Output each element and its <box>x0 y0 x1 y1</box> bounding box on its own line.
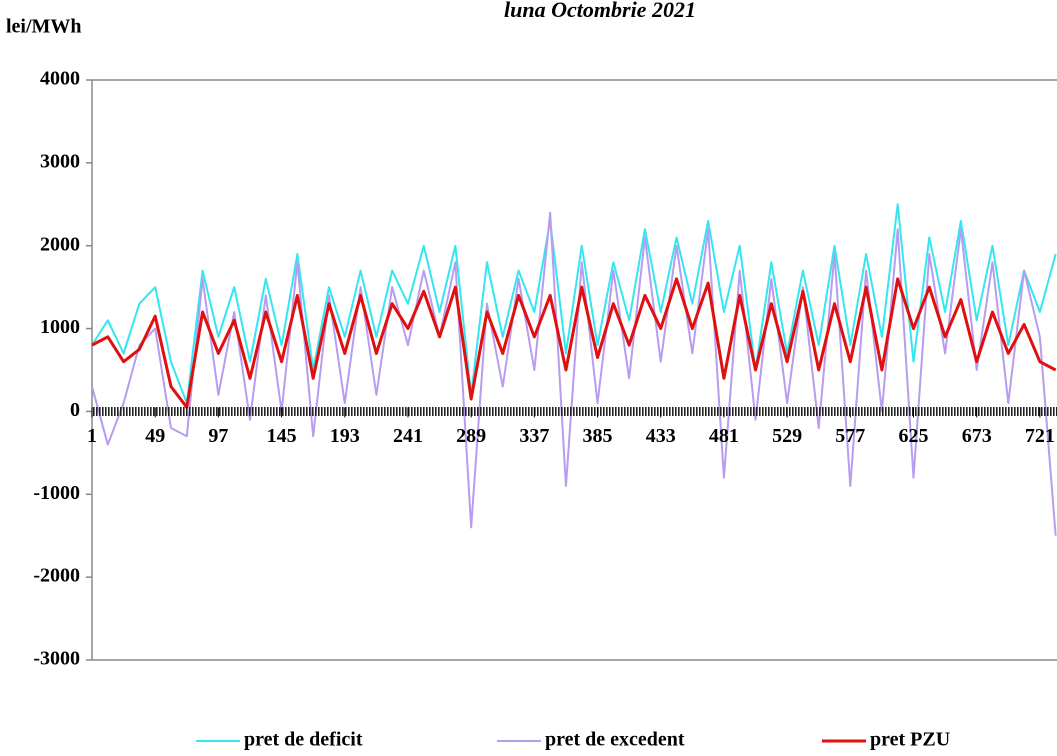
series-line <box>91 277 1057 409</box>
x-tick-label: 193 <box>330 425 360 447</box>
y-tick-label: 1000 <box>40 316 80 338</box>
x-tick-label: 97 <box>208 425 228 447</box>
y-tick-label: 4000 <box>40 68 80 90</box>
x-tick-label: 577 <box>835 425 865 447</box>
x-tick-label: 385 <box>583 425 613 447</box>
series-line <box>91 211 1057 536</box>
y-tick-label: -1000 <box>33 482 80 504</box>
x-tick-label: 289 <box>456 425 486 447</box>
x-tick-label: 481 <box>709 425 739 447</box>
x-tick-label: 337 <box>519 425 549 447</box>
x-tick-label: 529 <box>772 425 802 447</box>
x-tick-label: 145 <box>267 425 297 447</box>
legend: pret de deficit pret de excedent pret PZU <box>196 729 950 751</box>
legend-label: pret de excedent <box>545 729 685 751</box>
lines <box>91 203 1057 536</box>
x-tick-label: 241 <box>393 425 423 447</box>
legend-label: pret PZU <box>870 729 950 751</box>
chart-title: luna Octombrie 2021 <box>504 0 696 22</box>
y-tick-label: -3000 <box>33 648 80 670</box>
x-axis-hour-ticks <box>92 407 1057 416</box>
x-tick-label: 625 <box>899 425 929 447</box>
y-tick-label: 3000 <box>40 150 80 172</box>
x-tick-label: 721 <box>1025 425 1055 447</box>
y-tick-label: 0 <box>70 399 80 421</box>
x-tick-label: 433 <box>646 425 676 447</box>
x-tick-label: 673 <box>962 425 992 447</box>
legend-label: pret de deficit <box>244 729 363 751</box>
x-tick-label: 49 <box>145 425 165 447</box>
y-tick-label: 2000 <box>40 233 80 255</box>
series-line <box>91 203 1057 405</box>
y-axis-label: lei/MWh <box>6 16 82 38</box>
x-tick-label: 1 <box>87 425 97 447</box>
y-tick-label: -2000 <box>33 565 80 587</box>
